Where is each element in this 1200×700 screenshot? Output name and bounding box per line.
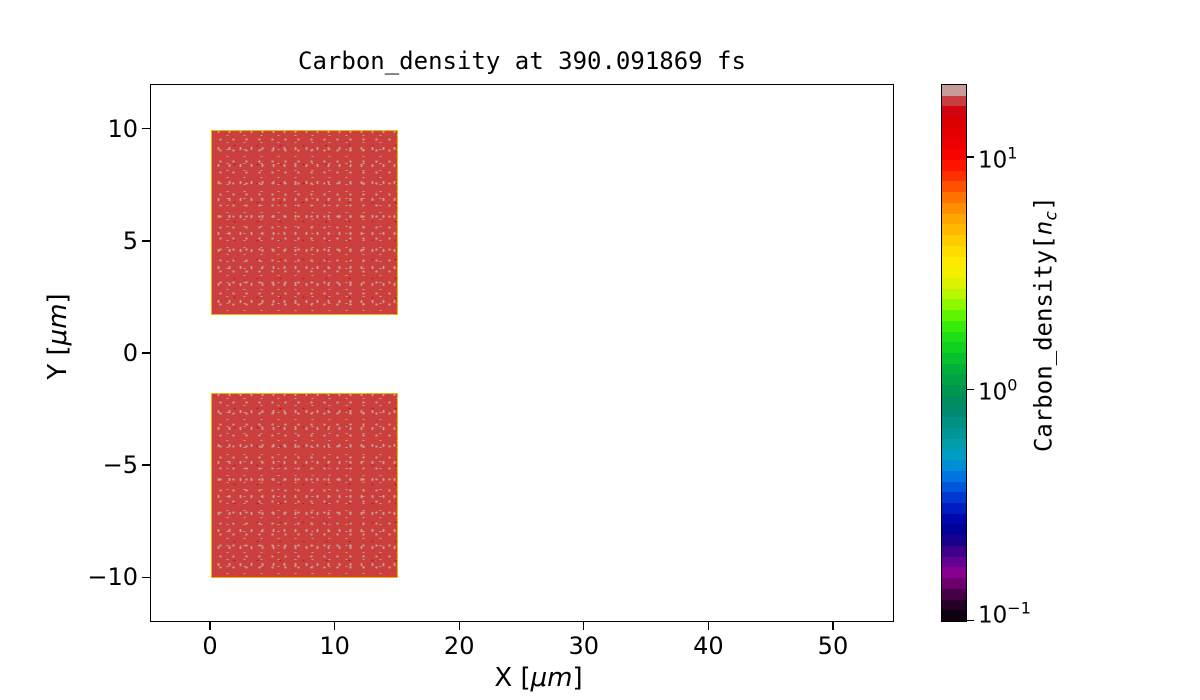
y-axis-tick-label: −5 bbox=[102, 451, 138, 480]
colorbar-segment bbox=[942, 438, 966, 450]
density-block-upper-slab bbox=[211, 129, 398, 315]
colorbar-segment bbox=[942, 192, 966, 203]
colorbar-segment bbox=[942, 245, 966, 257]
x-axis-tick-mark bbox=[832, 622, 834, 630]
plot-title: Carbon_density at 390.091869 fs bbox=[298, 47, 746, 75]
colorbar-segment bbox=[942, 363, 966, 375]
colorbar-tick-mark bbox=[967, 388, 974, 391]
colorbar-segment bbox=[942, 202, 966, 214]
colorbar-segment bbox=[942, 127, 966, 139]
x-axis-tick-label: 0 bbox=[202, 632, 218, 660]
colorbar-tick-mark bbox=[967, 620, 974, 622]
colorbar-segment bbox=[942, 288, 966, 300]
plot-area bbox=[150, 84, 894, 622]
colorbar-segment bbox=[942, 277, 966, 289]
colorbar-segment bbox=[942, 181, 966, 193]
colorbar-segment bbox=[942, 460, 966, 471]
colorbar-label: Carbon_density[nc] bbox=[1008, 196, 1085, 510]
colorbar-segment bbox=[942, 352, 966, 364]
x-axis-tick-mark bbox=[209, 622, 211, 630]
colorbar-segment bbox=[942, 85, 966, 96]
colorbar-segment bbox=[942, 235, 966, 246]
colorbar-segment bbox=[942, 417, 966, 428]
colorbar-segment bbox=[942, 395, 966, 407]
colorbar-segment bbox=[942, 449, 966, 461]
colorbar-label-n: n bbox=[1029, 220, 1058, 236]
y-axis-tick-label: 0 bbox=[122, 339, 138, 367]
colorbar-segment bbox=[942, 599, 966, 611]
colorbar-segment bbox=[942, 374, 966, 386]
colorbar-segment bbox=[942, 342, 966, 353]
colorbar-segment bbox=[942, 385, 966, 396]
x-axis-unit: μm bbox=[530, 663, 573, 693]
colorbar-segment bbox=[942, 170, 966, 182]
colorbar-segment bbox=[942, 160, 966, 171]
colorbar-segment bbox=[942, 138, 966, 150]
y-axis-unit: μm bbox=[43, 303, 73, 346]
y-axis-tick-label: 5 bbox=[122, 226, 138, 255]
x-axis-tick-label: 40 bbox=[693, 632, 724, 660]
y-axis-tick-mark bbox=[142, 576, 150, 578]
y-axis-tick-mark bbox=[142, 240, 150, 242]
colorbar-tick-mark bbox=[967, 156, 974, 158]
colorbar bbox=[941, 84, 967, 622]
colorbar-tick-label: 101 bbox=[978, 143, 1018, 174]
x-axis-tick-mark bbox=[458, 622, 460, 630]
colorbar-segment bbox=[942, 481, 966, 493]
colorbar-segment bbox=[942, 224, 966, 236]
colorbar-segment bbox=[942, 331, 966, 343]
colorbar-segment bbox=[942, 267, 966, 278]
y-axis-tick-label: 10 bbox=[107, 114, 138, 143]
colorbar-segment bbox=[942, 567, 966, 579]
colorbar-segment bbox=[942, 299, 966, 311]
colorbar-segment bbox=[942, 406, 966, 418]
y-axis-tick-mark bbox=[142, 352, 150, 354]
x-axis-label: X [μm] bbox=[461, 639, 582, 700]
y-axis-tick-mark bbox=[142, 464, 150, 466]
colorbar-segment bbox=[942, 256, 966, 268]
x-axis-tick-mark bbox=[333, 622, 336, 630]
colorbar-label-sub-c: c bbox=[1041, 210, 1062, 221]
colorbar-segment bbox=[942, 95, 966, 107]
x-axis-tick-mark bbox=[707, 622, 710, 630]
y-axis-tick-mark bbox=[142, 128, 150, 130]
x-axis-tick-label: 10 bbox=[319, 632, 350, 660]
colorbar-segment bbox=[942, 578, 966, 589]
colorbar-segment bbox=[942, 470, 966, 482]
x-axis-tick-label: 50 bbox=[817, 632, 849, 660]
colorbar-segment bbox=[942, 556, 966, 568]
colorbar-segment bbox=[942, 117, 966, 128]
colorbar-segment bbox=[942, 588, 966, 600]
x-axis-tick-label: 30 bbox=[568, 632, 600, 660]
x-axis-label-close: ] bbox=[572, 663, 583, 693]
colorbar-segment bbox=[942, 492, 966, 504]
colorbar-label-text: Carbon_density[ bbox=[1029, 235, 1058, 453]
colorbar-segment bbox=[942, 513, 966, 525]
x-axis-tick-mark bbox=[583, 622, 585, 630]
x-axis-tick-label: 20 bbox=[443, 632, 475, 660]
colorbar-segment bbox=[942, 428, 966, 439]
y-axis-label-close: ] bbox=[43, 293, 73, 304]
colorbar-segment bbox=[942, 213, 966, 225]
colorbar-tick-label: 100 bbox=[978, 375, 1018, 406]
colorbar-segment bbox=[942, 320, 966, 332]
y-axis-tick-label: −10 bbox=[87, 563, 138, 592]
colorbar-tick-label: 10−1 bbox=[978, 598, 1031, 629]
colorbar-segment bbox=[942, 610, 966, 621]
colorbar-segment bbox=[942, 535, 966, 546]
colorbar-segment bbox=[942, 545, 966, 557]
colorbar-label-close: ] bbox=[1029, 196, 1058, 211]
x-axis-label-text: X [ bbox=[494, 663, 531, 693]
y-axis-label-text: Y [ bbox=[43, 345, 73, 380]
colorbar-segment bbox=[942, 524, 966, 536]
colorbar-segment bbox=[942, 310, 966, 321]
density-block-lower-slab bbox=[211, 393, 398, 579]
colorbar-segment bbox=[942, 106, 966, 118]
y-axis-label: Y [μm] bbox=[19, 293, 97, 412]
colorbar-segment bbox=[942, 503, 966, 514]
colorbar-segment bbox=[942, 149, 966, 161]
